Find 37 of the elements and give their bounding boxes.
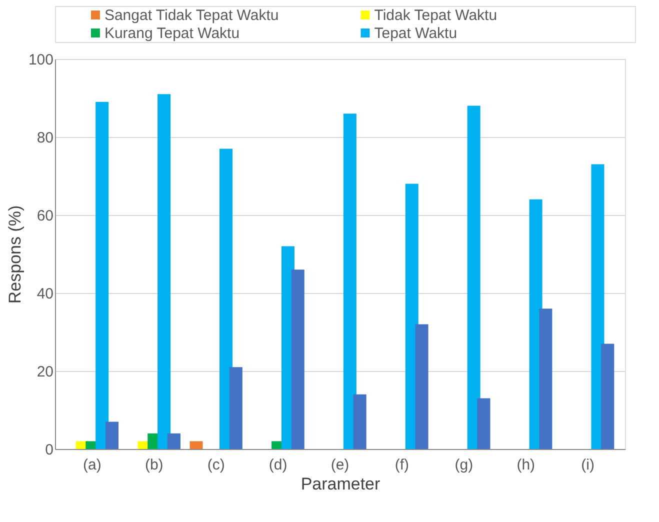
legend-label: Sangat Tidak Tepat Waktu: [104, 7, 279, 24]
x-axis-title: Parameter: [300, 474, 381, 494]
y-tick-label: 0: [45, 442, 54, 458]
bar: [415, 324, 428, 449]
bar: [96, 102, 109, 449]
bar: [190, 441, 203, 449]
bar: [291, 270, 304, 449]
legend-label: Kurang Tepat Waktu: [104, 25, 240, 42]
y-tick-label: 60: [36, 208, 54, 224]
x-tick-label: (a): [83, 456, 102, 474]
legend-label: Tepat Waktu: [374, 25, 458, 42]
x-tick-label: (d): [268, 456, 288, 474]
x-tick-label: (h): [516, 456, 536, 474]
y-tick-label: 20: [36, 364, 54, 380]
x-tick-label: (g): [454, 456, 474, 474]
bar: [220, 148, 232, 449]
bar: [343, 114, 356, 449]
x-tick-label: (e): [330, 456, 350, 474]
bar: [158, 94, 171, 449]
bar: [229, 367, 242, 449]
y-tick-label: 100: [28, 52, 54, 68]
x-tick-label: (b): [144, 456, 164, 474]
bar: [106, 422, 118, 449]
y-tick-label: 40: [36, 286, 54, 302]
bar: [167, 433, 180, 449]
x-tick-label: (f): [394, 456, 410, 474]
y-axis-title: Respons (%): [5, 205, 24, 304]
x-tick-label: (i): [581, 456, 594, 474]
bar: [591, 164, 604, 449]
bar: [601, 344, 614, 449]
bar: [539, 308, 552, 449]
legend-label: Tidak Tepat Waktu: [374, 7, 498, 24]
y-tick-label: 80: [36, 130, 54, 146]
x-tick-label: (c): [207, 456, 225, 474]
bar: [353, 394, 366, 449]
bar: [477, 398, 490, 449]
bar: [467, 106, 480, 449]
